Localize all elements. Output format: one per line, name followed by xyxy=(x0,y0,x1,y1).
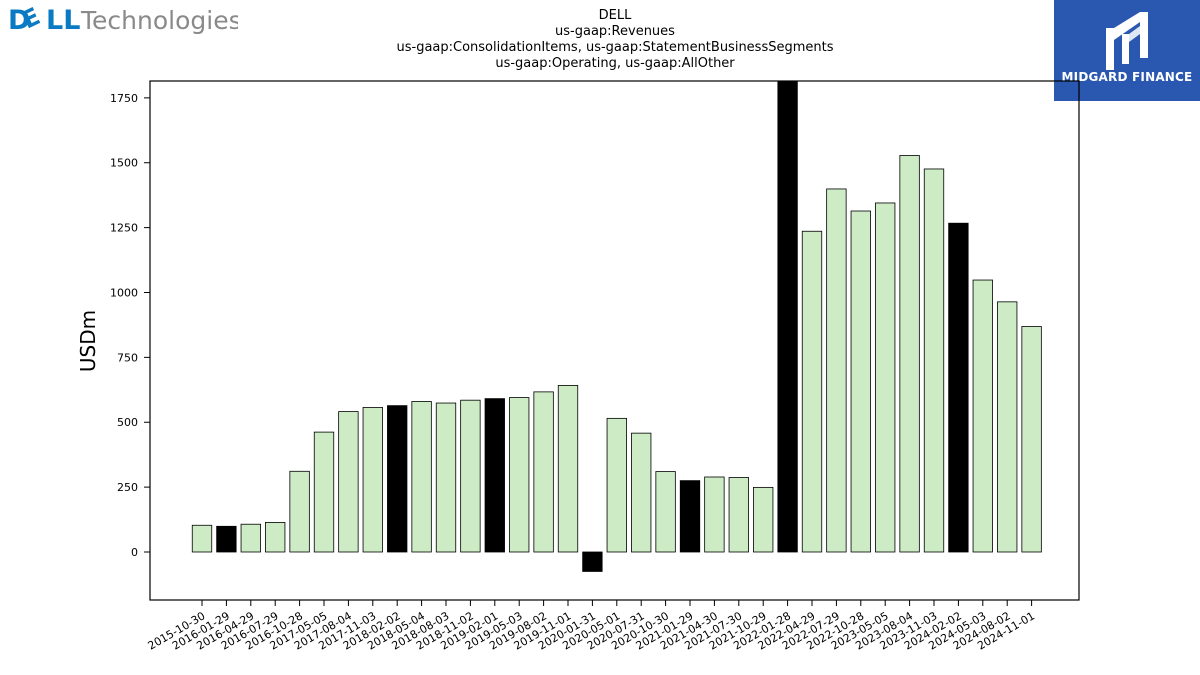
bar-2021-07-30 xyxy=(728,477,749,553)
y-tick-label: 1500 xyxy=(110,157,138,170)
bar-2024-08-02 xyxy=(997,301,1018,553)
bar-2022-01-28 xyxy=(777,80,798,553)
y-tick-label: 250 xyxy=(117,481,138,494)
bar-2016-04-29 xyxy=(240,523,261,553)
y-axis-title: USDm xyxy=(76,310,100,372)
bar-2017-08-04 xyxy=(338,411,359,553)
bar-2019-02-01 xyxy=(484,398,505,553)
bar-2022-10-28 xyxy=(850,210,871,553)
bar-2021-10-29 xyxy=(753,486,774,553)
chart-title-block: DELL us-gaap:Revenues us-gaap:Consolidat… xyxy=(300,8,930,72)
y-tick-label: 750 xyxy=(117,351,138,364)
y-tick-label: 0 xyxy=(131,546,138,559)
midgard-m-logo-icon xyxy=(1106,12,1148,70)
bar-2016-07-29 xyxy=(265,522,286,553)
bar-2024-05-03 xyxy=(972,279,993,553)
bar-2023-11-03 xyxy=(923,168,945,553)
bar-2020-07-31 xyxy=(631,432,652,553)
plot-frame xyxy=(149,80,1080,601)
bar-2023-05-05 xyxy=(875,202,896,553)
bar-2023-08-04 xyxy=(899,155,920,553)
bar-2021-04-30 xyxy=(704,476,725,553)
y-tick-label: 1000 xyxy=(110,286,138,299)
midgard-finance-label: MIDGARD FINANCE xyxy=(1061,70,1193,84)
bar-2018-11-02 xyxy=(460,399,481,553)
bar-2020-05-01 xyxy=(606,417,627,553)
bar-2015-10-30 xyxy=(191,524,213,553)
bar-2020-01-31 xyxy=(582,551,603,572)
y-tick-label: 500 xyxy=(117,416,138,429)
dell-wordmark-d: D xyxy=(8,5,30,36)
midgard-finance-logo: MIDGARD FINANCE xyxy=(1054,0,1200,101)
bar-2018-08-03 xyxy=(435,402,457,553)
bar-2018-02-02 xyxy=(387,405,408,553)
y-tick-label: 1250 xyxy=(110,222,138,235)
bar-2019-08-02 xyxy=(533,391,554,553)
bar-2022-04-29 xyxy=(801,230,823,553)
bar-2024-02-02 xyxy=(948,222,969,553)
y-axis: 0 250 500 750 1000 1250 1500 1750 xyxy=(110,92,150,559)
chart-title: DELL xyxy=(598,8,632,23)
x-axis: 2015-10-302016-01-292016-04-292016-07-29… xyxy=(146,600,1037,653)
chart-subtitle-line-1: us-gaap:Revenues xyxy=(555,24,675,39)
bar-2020-10-30 xyxy=(655,471,676,553)
dell-wordmark-ll: LL xyxy=(46,5,80,36)
dell-technologies-logo: D E LL Technologies xyxy=(8,2,238,36)
chart-subtitle-line-3: us-gaap:Operating, us-gaap:AllOther xyxy=(495,56,735,71)
bar-2016-10-28 xyxy=(289,470,310,553)
bar-2017-11-03 xyxy=(362,407,383,553)
bar-2019-05-03 xyxy=(509,397,530,553)
bars-group xyxy=(191,80,1042,572)
bar-2024-11-01 xyxy=(1021,326,1042,553)
bar-2017-05-05 xyxy=(313,431,335,553)
bar-2019-11-01 xyxy=(557,384,579,553)
technologies-wordmark: Technologies xyxy=(80,6,238,35)
bar-2022-07-29 xyxy=(826,188,847,553)
y-tick-label: 1750 xyxy=(110,92,138,105)
chart-subtitle-line-2: us-gaap:ConsolidationItems, us-gaap:Stat… xyxy=(396,40,834,55)
bar-2018-05-04 xyxy=(411,401,432,553)
bar-2021-01-29 xyxy=(679,480,701,553)
bar-2016-01-29 xyxy=(216,525,237,553)
